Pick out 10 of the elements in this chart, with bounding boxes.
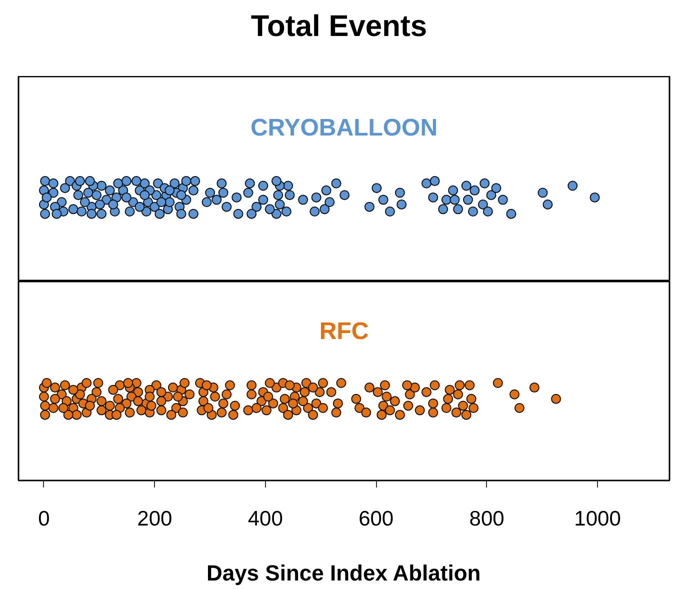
chart-title: Total Events bbox=[250, 9, 428, 45]
y-tick-label: CRYOBALLOON bbox=[250, 114, 438, 142]
x-tick-label: 200 bbox=[137, 508, 172, 530]
x-tick-label: 800 bbox=[469, 508, 504, 530]
y-tick-label: RFC bbox=[319, 318, 369, 345]
x-tick-label: 0 bbox=[38, 508, 50, 530]
x-axis-title: Days Since Index Ablation bbox=[206, 560, 481, 586]
x-tick-label: 1000 bbox=[574, 508, 621, 530]
x-tick-label: 400 bbox=[248, 508, 283, 530]
x-tick-label: 600 bbox=[358, 508, 394, 530]
